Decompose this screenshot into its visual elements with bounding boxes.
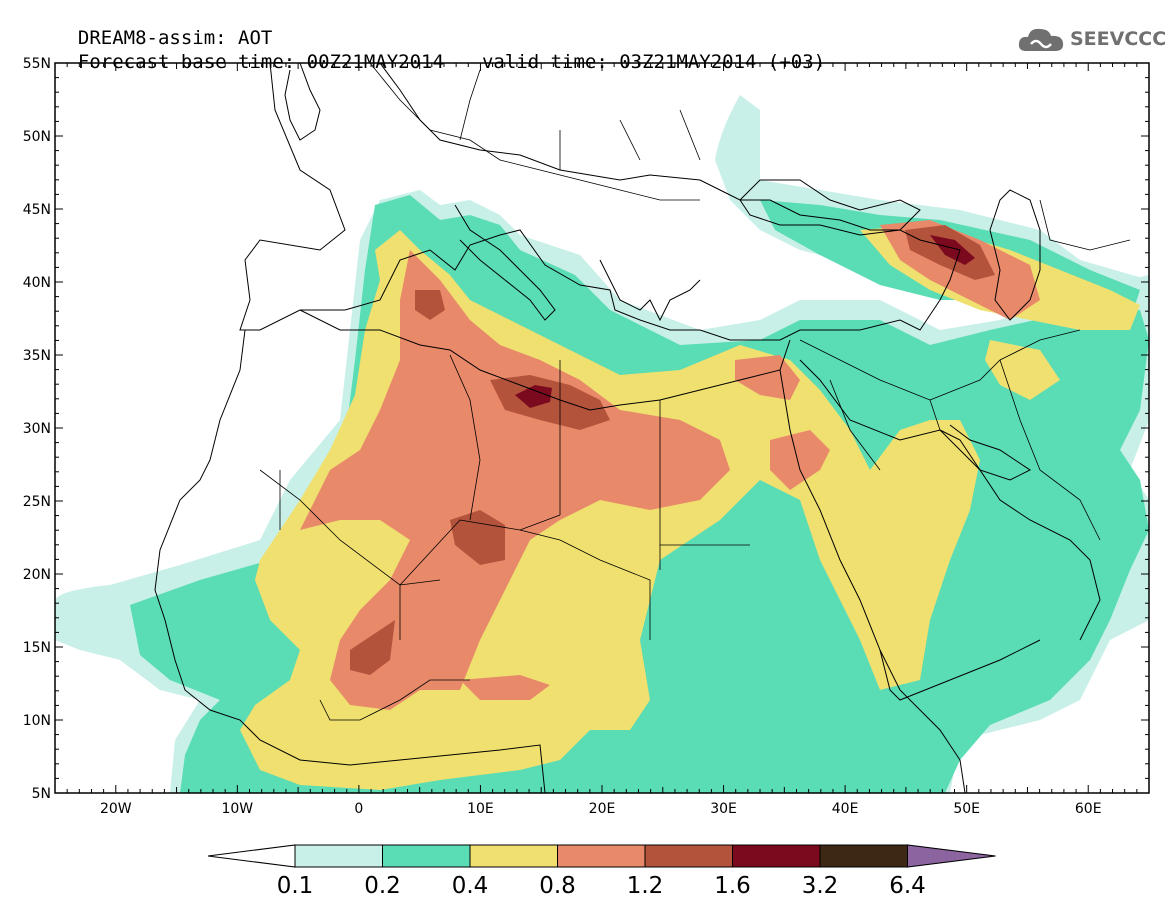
aot-region-0-8-redsea — [770, 430, 830, 490]
lat-tick-label: 10N — [23, 713, 51, 729]
colorbar-label: 0.8 — [539, 873, 576, 899]
aot-region-1-2-d — [415, 290, 445, 320]
colorbar-segment — [469, 844, 558, 868]
lat-tick-label: 20N — [23, 567, 51, 583]
colorbar-arrow-low — [207, 844, 296, 868]
lon-tick-label: 10W — [221, 801, 253, 817]
valid-time-label: valid time: 03Z21MAY2014 (+03) — [481, 51, 826, 73]
logo-text: SEEVCCC — [1070, 28, 1165, 50]
lon-axis: 20W 10W 0 10E 20E 30E 40E 50E 60E — [54, 63, 1150, 817]
coastline-red-sea — [779, 369, 1041, 701]
aot-region-0-4-east — [985, 340, 1060, 400]
cloud-icon — [1018, 28, 1064, 51]
colorbar-label: 3.2 — [802, 873, 839, 899]
lat-tick-label: 40N — [23, 275, 51, 291]
coastline-caspian — [989, 189, 1041, 321]
aot-region-1-2-b — [450, 510, 505, 565]
colorbar-segment — [732, 844, 821, 868]
colorbar-label: 0.1 — [277, 873, 314, 899]
colorbar-label: 0.4 — [452, 873, 489, 899]
border-lines-africa — [259, 354, 750, 721]
colorbar-segment — [819, 844, 908, 868]
aot-region-1-2 — [490, 375, 610, 430]
lat-tick-label: 30N — [23, 421, 51, 437]
lon-tick-label: 20E — [589, 801, 616, 817]
colorbar-label: 1.6 — [714, 873, 751, 899]
coastline-europe — [239, 63, 961, 341]
map-title: DREAM8-assim: AOT — [55, 8, 272, 48]
country-borders — [259, 63, 1131, 721]
map-subtitle: Forecast base time: 00Z21MAY2014 valid ti… — [55, 32, 825, 72]
coastline-africa — [154, 329, 546, 793]
colorbar: 0.1 0.2 0.4 0.8 1.2 1.6 3.2 6.4 — [207, 844, 996, 899]
coastline-persian-gulf — [939, 424, 1031, 481]
lat-tick-label: 25N — [23, 494, 51, 510]
lat-tick-label: 50N — [23, 129, 51, 145]
border-lines-europe — [369, 63, 701, 201]
aot-region-0-8 — [300, 250, 730, 710]
lat-tick-label: 55N — [23, 56, 51, 72]
lat-tick-label: 35N — [23, 348, 51, 364]
aot-region-0-8-chad — [460, 675, 550, 700]
lat-tick-label: 15N — [23, 640, 51, 656]
coastline-east-africa — [879, 649, 966, 793]
title-product: DREAM8-assim: AOT — [77, 27, 273, 49]
lat-axis: 55N 50N 45N 40N 35N 30N 25N 20N 15N 10N 5N — [23, 56, 1149, 802]
aot-region-1-6-b — [930, 235, 975, 265]
coastline-italy — [454, 204, 556, 321]
colorbar-segment — [557, 844, 646, 868]
aot-region-1-2-c — [350, 620, 395, 675]
lon-tick-label: 10E — [467, 801, 494, 817]
lon-tick-label: 0 — [354, 801, 363, 817]
aot-region-0-8-levant — [735, 355, 800, 400]
aot-field — [55, 95, 1149, 793]
coastline-arabia — [799, 359, 1101, 641]
lon-tick-label: 30E — [710, 801, 737, 817]
lon-tick-label: 50E — [953, 801, 980, 817]
lat-tick-label: 45N — [23, 202, 51, 218]
lon-tick-label: 60E — [1075, 801, 1102, 817]
coastline-uk — [284, 63, 321, 141]
lat-tick-label: 5N — [32, 786, 51, 802]
base-time-label: Forecast base time: 00Z21MAY2014 — [77, 51, 444, 73]
colorbar-segment — [382, 844, 471, 868]
lon-tick-label: 20W — [100, 801, 132, 817]
lon-tick-label: 40E — [832, 801, 859, 817]
colorbar-label: 0.2 — [364, 873, 401, 899]
colorbar-label: 6.4 — [889, 873, 926, 899]
seevccc-logo: SEEVCCC — [1016, 24, 1165, 54]
coastline-greece — [599, 259, 701, 322]
colorbar-segment — [644, 844, 733, 868]
aot-region-1-6 — [515, 385, 552, 408]
colorbar-arrow-high — [907, 844, 996, 868]
colorbar-segment — [294, 844, 383, 868]
border-lines-middle-east — [799, 199, 1131, 541]
colorbar-label: 1.2 — [627, 873, 664, 899]
coastline-black-sea — [739, 179, 921, 236]
